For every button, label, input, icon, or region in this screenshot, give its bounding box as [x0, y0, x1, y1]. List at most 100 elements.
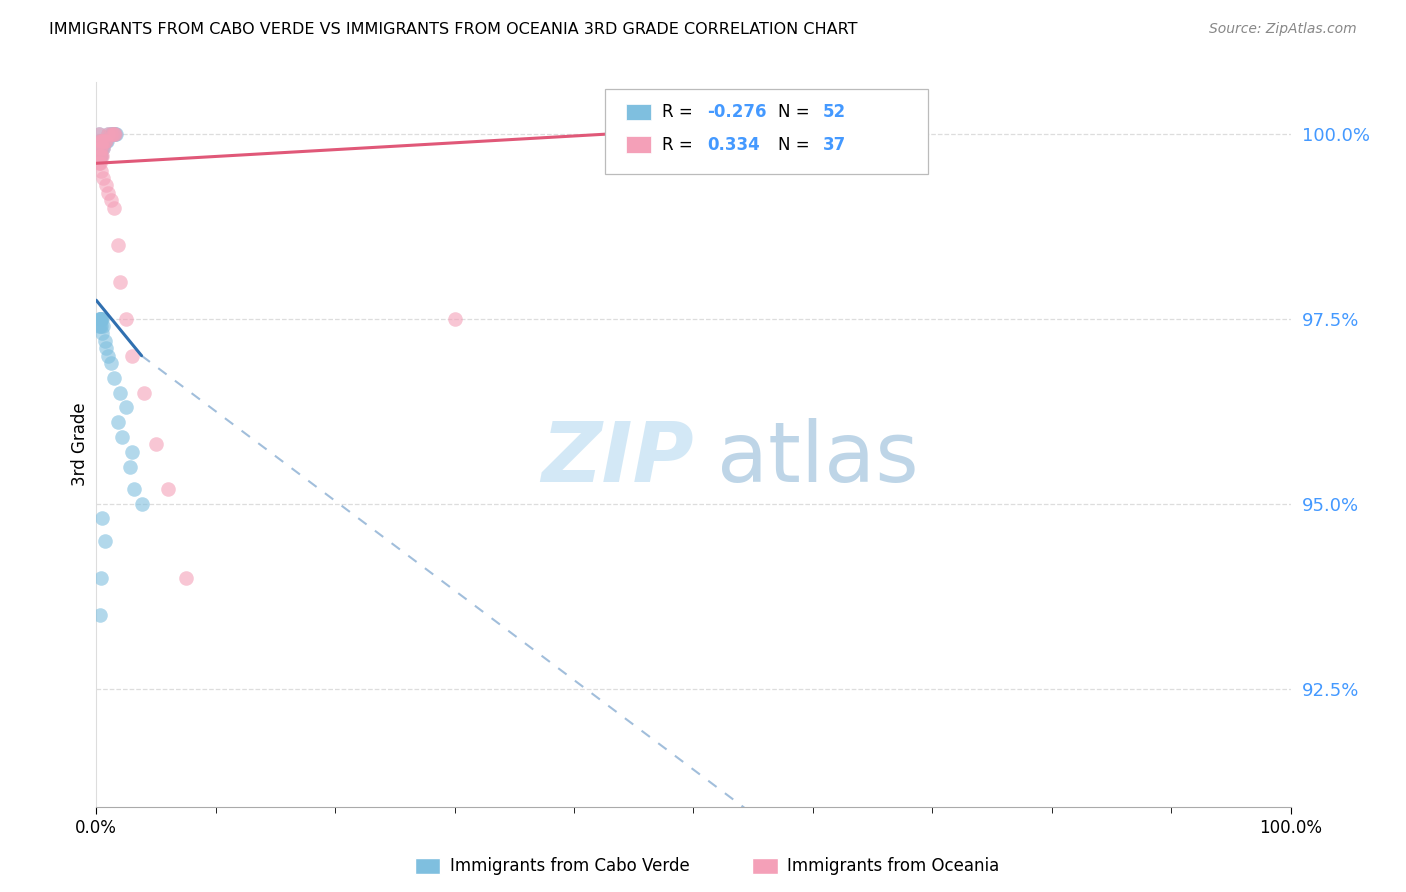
Point — [96, 134, 118, 148]
Text: 0.334: 0.334 — [707, 136, 761, 153]
Point — [94, 341, 117, 355]
Point — [156, 482, 179, 496]
Point — [91, 149, 114, 163]
Point — [90, 149, 112, 163]
Point — [108, 385, 131, 400]
Point — [93, 334, 115, 348]
Point — [93, 171, 115, 186]
Text: R =: R = — [662, 103, 699, 121]
Text: atlas: atlas — [717, 418, 920, 500]
Point — [90, 319, 112, 334]
Point — [104, 127, 127, 141]
Point — [90, 163, 112, 178]
Point — [89, 156, 111, 170]
Point — [93, 134, 115, 148]
Point — [89, 134, 111, 148]
Text: ZIP: ZIP — [541, 418, 693, 500]
Point — [107, 415, 129, 429]
Point — [89, 149, 111, 163]
Point — [90, 149, 112, 163]
Point — [87, 141, 110, 155]
Point — [115, 311, 138, 326]
Text: R =: R = — [662, 136, 699, 153]
Point — [87, 319, 110, 334]
Point — [100, 127, 122, 141]
Point — [108, 275, 131, 289]
Point — [91, 141, 114, 155]
Point — [87, 127, 110, 141]
Point — [100, 127, 122, 141]
Text: IMMIGRANTS FROM CABO VERDE VS IMMIGRANTS FROM OCEANIA 3RD GRADE CORRELATION CHAR: IMMIGRANTS FROM CABO VERDE VS IMMIGRANTS… — [49, 22, 858, 37]
Point — [90, 141, 112, 155]
Point — [93, 134, 115, 148]
Point — [103, 371, 125, 385]
Point — [121, 445, 143, 459]
Point — [94, 134, 117, 148]
Point — [89, 149, 111, 163]
Point — [443, 311, 465, 326]
Point — [97, 127, 120, 141]
Text: Source: ZipAtlas.com: Source: ZipAtlas.com — [1209, 22, 1357, 37]
Point — [89, 607, 111, 622]
Point — [89, 141, 111, 155]
Point — [101, 127, 124, 141]
Point — [118, 459, 141, 474]
Point — [90, 134, 112, 148]
Point — [87, 149, 110, 163]
Point — [103, 127, 125, 141]
Text: Immigrants from Cabo Verde: Immigrants from Cabo Verde — [450, 857, 690, 875]
Point — [132, 385, 155, 400]
Point — [87, 149, 110, 163]
Point — [89, 311, 111, 326]
Point — [121, 349, 143, 363]
Text: 37: 37 — [823, 136, 846, 153]
Point — [97, 127, 120, 141]
Point — [94, 134, 117, 148]
Text: -0.276: -0.276 — [707, 103, 766, 121]
Text: N =: N = — [778, 136, 814, 153]
Text: Immigrants from Oceania: Immigrants from Oceania — [787, 857, 1000, 875]
Point — [103, 127, 125, 141]
Point — [131, 497, 153, 511]
Point — [94, 178, 117, 193]
Point — [93, 533, 115, 548]
Point — [87, 156, 110, 170]
Point — [91, 326, 114, 341]
Y-axis label: 3rd Grade: 3rd Grade — [72, 402, 89, 486]
Point — [93, 141, 115, 155]
Point — [145, 437, 167, 451]
Point — [90, 311, 112, 326]
Point — [89, 134, 111, 148]
Point — [89, 149, 111, 163]
Point — [89, 311, 111, 326]
Point — [825, 127, 848, 141]
Point — [91, 134, 114, 148]
Point — [100, 127, 122, 141]
Point — [174, 571, 197, 585]
Point — [90, 134, 112, 148]
Point — [107, 237, 129, 252]
Point — [91, 134, 114, 148]
Point — [93, 319, 115, 334]
Point — [90, 571, 112, 585]
Point — [103, 201, 125, 215]
Point — [104, 127, 127, 141]
Point — [90, 141, 112, 155]
Point — [100, 356, 122, 370]
Point — [115, 401, 138, 415]
Text: 52: 52 — [823, 103, 845, 121]
Text: N =: N = — [778, 103, 814, 121]
Point — [91, 311, 114, 326]
Point — [97, 186, 120, 200]
Point — [100, 194, 122, 208]
Point — [93, 141, 115, 155]
Point — [87, 311, 110, 326]
Point — [87, 127, 110, 141]
Point — [111, 430, 134, 444]
Point — [93, 134, 115, 148]
Point — [91, 511, 114, 525]
Point — [93, 134, 115, 148]
Point — [90, 311, 112, 326]
Point — [124, 482, 146, 496]
Point — [101, 127, 124, 141]
